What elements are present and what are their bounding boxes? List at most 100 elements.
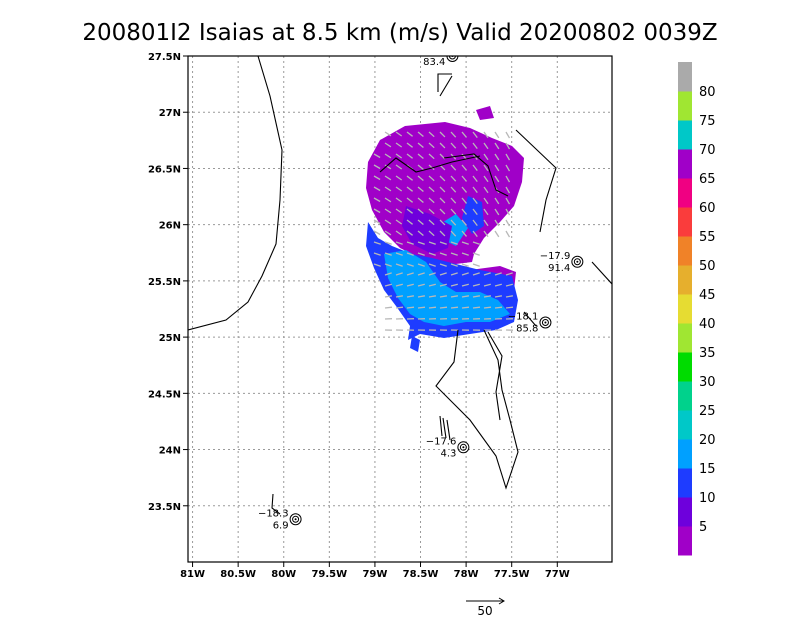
wind-arrow: [494, 272, 502, 276]
wind-arrow: [384, 197, 392, 203]
wind-arrow: [439, 142, 446, 149]
wind-arrow: [483, 272, 491, 276]
wind-arrow: [395, 306, 404, 309]
wind-arrow: [384, 208, 392, 214]
wind-arrow: [450, 186, 457, 193]
x-tick-label: 80W: [271, 569, 296, 580]
colorbar-segment: [678, 410, 692, 440]
colorbar-label: 20: [699, 433, 716, 448]
wind-arrow: [439, 263, 447, 267]
x-tick-label: 78.5W: [403, 569, 439, 580]
wind-arrow: [494, 131, 500, 139]
y-tick-label: 25N: [159, 333, 181, 344]
wind-arrow: [472, 208, 478, 215]
wind-arrow: [406, 153, 413, 159]
y-tick-label: 27.5N: [148, 52, 181, 63]
wind-arrow: [384, 306, 393, 309]
wind-arrow: [472, 272, 480, 276]
observation-inner-ring: [448, 56, 456, 60]
wind-arrow: [472, 283, 480, 287]
colorbar-label: 70: [699, 143, 716, 158]
wind-arrow: [483, 230, 489, 238]
wind-arrow: [428, 175, 435, 182]
wind-arrow: [461, 186, 467, 193]
wind-arrow: [450, 208, 457, 215]
wind-arrow: [406, 252, 414, 256]
wind-arrow: [395, 175, 403, 181]
colorbar-segment: [678, 120, 692, 150]
radar-echo-region: [410, 336, 420, 352]
wind-arrow: [417, 197, 424, 203]
colorbar-label: 15: [699, 462, 716, 477]
colorbar-label: 10: [699, 491, 716, 506]
coastline: [515, 129, 557, 233]
wind-arrow: [494, 208, 500, 216]
observation-inner-ring: [573, 258, 581, 266]
wind-arrow: [395, 295, 404, 298]
dropsonde-observations: 83.4 −17.991.4 −18.185.8 −17.64.3 −18.36.9: [258, 56, 584, 531]
colorbar-label: 55: [699, 230, 716, 245]
radar-echo-region: [402, 206, 452, 254]
wind-arrow: [384, 272, 392, 276]
wind-arrow: [461, 230, 467, 237]
wind-arrow: [505, 306, 514, 309]
wind-arrow: [461, 197, 467, 204]
wind-arrow: [439, 219, 446, 226]
wind-arrow: [406, 208, 413, 214]
wind-arrow: [472, 230, 478, 237]
wind-arrow: [384, 230, 392, 236]
wind-arrow: [373, 197, 381, 203]
colorbar-label: 40: [699, 317, 716, 332]
wind-arrow: [373, 153, 381, 159]
wind-arrow: [472, 164, 478, 171]
wind-arrow: [406, 142, 413, 148]
wind-arrow: [417, 142, 424, 148]
wind-arrow: [505, 175, 511, 183]
wind-arrow: [417, 153, 424, 159]
wind-arrow: [505, 153, 511, 161]
wind-arrow: [417, 272, 425, 276]
wind-arrow: [505, 295, 514, 298]
wind-arrow: [373, 164, 381, 170]
observation-bottom-value: 83.4: [423, 57, 445, 68]
wind-arrow: [483, 208, 489, 216]
wind-arrow: [428, 295, 437, 298]
wind-arrow: [450, 241, 458, 245]
coastline-lines: [188, 56, 612, 490]
colorbar-segment: [678, 62, 692, 92]
y-tick-label: 23.5N: [148, 502, 181, 513]
observation-outer-ring: [539, 316, 552, 329]
colorbar-label: 80: [699, 85, 716, 100]
observation-outer-ring: [289, 513, 302, 526]
wind-arrow: [450, 252, 458, 256]
colorbar-label: 30: [699, 375, 716, 390]
wind-arrow: [428, 263, 436, 267]
wind-arrow: [373, 230, 381, 236]
wind-arrow: [417, 186, 424, 192]
wind-arrow: [417, 306, 426, 309]
colorbar-label: 45: [699, 288, 716, 303]
wind-arrow: [417, 175, 424, 181]
wind-arrow: [472, 175, 478, 182]
wind-arrow: [494, 295, 503, 298]
colorbar-segment: [678, 352, 692, 382]
wind-arrow: [505, 230, 511, 238]
wind-arrow: [373, 252, 381, 256]
wind-arrow: [450, 164, 457, 171]
wind-arrow: [395, 186, 403, 192]
wind-arrow: [373, 186, 381, 192]
y-tick-label: 26N: [159, 221, 181, 232]
wind-arrow: [439, 208, 446, 215]
wind-arrow: [461, 306, 470, 309]
wind-arrow: [417, 131, 424, 137]
coastline: [487, 331, 503, 421]
wind-arrow: [384, 131, 392, 137]
wind-arrow: [505, 272, 513, 276]
wind-arrow: [417, 219, 424, 225]
wind-arrow: [472, 252, 480, 256]
colorbar-label: 50: [699, 259, 716, 274]
wind-arrow: [428, 208, 435, 215]
wind-arrow: [472, 295, 481, 298]
wind-arrow: [417, 263, 425, 267]
wind-arrow: [406, 131, 413, 137]
